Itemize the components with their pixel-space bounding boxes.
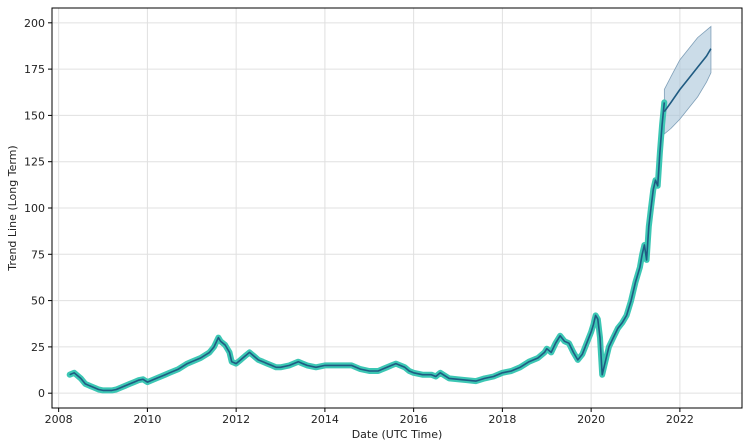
y-axis-label: Trend Line (Long Term) [6,145,19,271]
x-tick-label: 2022 [666,413,694,426]
x-tick-label: 2020 [577,413,605,426]
y-tick-label: 125 [24,156,45,169]
grid-lines [52,8,742,408]
x-tick-label: 2014 [311,413,339,426]
y-tick-label: 75 [31,248,45,261]
y-tick-label: 100 [24,202,45,215]
x-tick-label: 2008 [45,413,73,426]
x-tick-label: 2018 [488,413,516,426]
y-tick-label: 50 [31,295,45,308]
y-tick-label: 200 [24,17,45,30]
y-tick-label: 175 [24,63,45,76]
y-tick-label: 150 [24,109,45,122]
historical-trend-line [69,102,666,392]
y-axis-ticks: 0 25 50 75 100 125 150 175 200 [24,17,52,400]
x-axis-ticks: 2008 2010 2012 2014 2016 2018 2020 2022 [45,408,694,426]
forecast-trend-line [663,48,712,113]
y-tick-label: 0 [38,387,45,400]
x-tick-label: 2012 [222,413,250,426]
x-axis-label: Date (UTC Time) [352,428,443,441]
series-layer [66,48,712,394]
y-tick-label: 25 [31,341,45,354]
x-tick-label: 2016 [400,413,428,426]
x-tick-label: 2010 [133,413,161,426]
